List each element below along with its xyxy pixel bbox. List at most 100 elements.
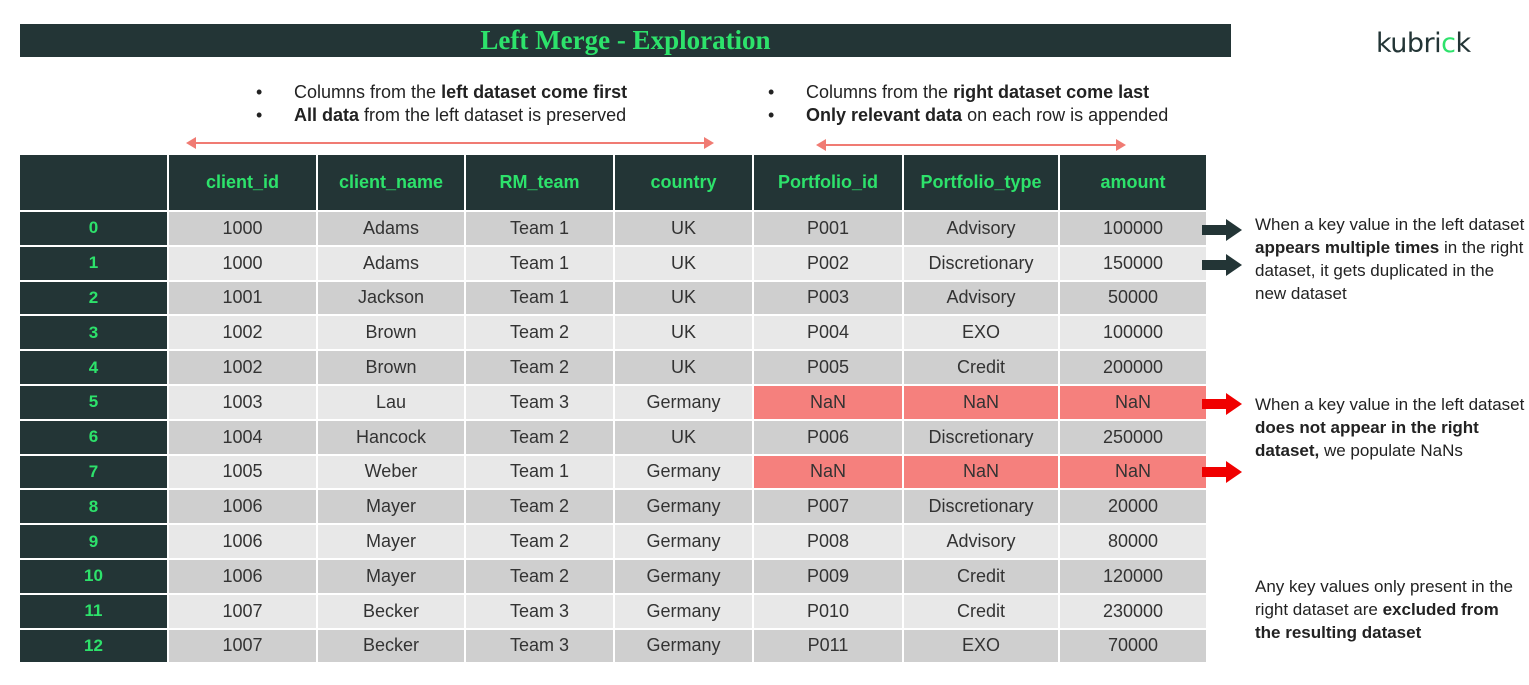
bullet-bold: right dataset come last [953, 82, 1150, 102]
table-cell: 1002 [169, 316, 316, 350]
row-index: 10 [20, 559, 167, 593]
bullet-text: Columns from the [806, 82, 954, 102]
table-cell: Team 2 [466, 525, 613, 558]
table-row: 1 1000 Adams Team 1 UK P002 Discretionary 15000… [20, 246, 1206, 280]
column-header: client_name [318, 155, 464, 210]
table-cell: 50000 [1060, 281, 1206, 315]
table-cell: Germany [615, 594, 752, 628]
bullet-item: Columns from the left dataset come first [256, 81, 627, 104]
table-cell: 100000 [1060, 212, 1206, 245]
table-cell: Advisory [904, 212, 1058, 245]
table-cell: EXO [904, 629, 1058, 663]
table-cell: 1007 [169, 629, 316, 663]
table-cell: P011 [754, 629, 902, 663]
table-cell: Discretionary [904, 490, 1058, 524]
note-bold: appears multiple times [1255, 238, 1440, 257]
table-cell: Lau [318, 385, 464, 419]
left-columns-span-arrow [186, 137, 714, 149]
table-cell: Mayer [318, 525, 464, 558]
table-cell: 1006 [169, 490, 316, 524]
table-cell: 1001 [169, 281, 316, 315]
table-row: 12 1007 Becker Team 3 Germany P011 EXO 70000 [20, 629, 1206, 663]
table-cell: 100000 [1060, 316, 1206, 350]
right-bullets: Columns from the right dataset come last… [768, 81, 1168, 127]
right-columns-span-arrow [816, 139, 1126, 151]
table-cell: UK [615, 281, 752, 315]
table-cell: Weber [318, 455, 464, 489]
logo-text-end: k [1455, 28, 1472, 59]
table-cell: UK [615, 420, 752, 454]
table-row: 5 1003 Lau Team 3 Germany NaN NaN NaN [20, 385, 1206, 419]
table-header-row: client_id client_name RM_team country Portfo… [20, 155, 1206, 210]
arrow-right-icon [1202, 219, 1242, 241]
table-cell: Brown [318, 316, 464, 350]
table-cell: Germany [615, 490, 752, 524]
table-cell: P001 [754, 212, 902, 245]
table-cell: Team 3 [466, 594, 613, 628]
table-cell: P006 [754, 420, 902, 454]
table-cell: UK [615, 212, 752, 245]
table-cell: Team 2 [466, 559, 613, 593]
column-header: Portfolio_id [754, 155, 902, 210]
row-index: 8 [20, 490, 167, 524]
table-cell: P002 [754, 246, 902, 280]
table-cell: Team 2 [466, 351, 613, 384]
table-cell: P004 [754, 316, 902, 350]
table-cell: Team 2 [466, 316, 613, 350]
note-nans: When a key value in the left dataset doe… [1255, 393, 1525, 462]
table-cell: 1006 [169, 525, 316, 558]
table-cell: 200000 [1060, 351, 1206, 384]
table-cell: Team 3 [466, 385, 613, 419]
index-header [20, 155, 167, 210]
row-index: 12 [20, 629, 167, 663]
nan-cell: NaN [904, 385, 1058, 419]
note-text: When a key value in the left dataset [1255, 215, 1525, 234]
row-index: 4 [20, 351, 167, 384]
table-cell: Credit [904, 559, 1058, 593]
table-cell: UK [615, 351, 752, 384]
table-cell: Germany [615, 559, 752, 593]
table-cell: Jackson [318, 281, 464, 315]
table-row: 3 1002 Brown Team 2 UK P004 EXO 100000 [20, 316, 1206, 350]
table-cell: 1000 [169, 246, 316, 280]
table-row: 9 1006 Mayer Team 2 Germany P008 Advisory 80000 [20, 525, 1206, 558]
table-row: 0 1000 Adams Team 1 UK P001 Advisory 100000 [20, 212, 1206, 245]
table-cell: Credit [904, 351, 1058, 384]
note-excluded: Any key values only present in the right… [1255, 575, 1525, 644]
row-index: 9 [20, 525, 167, 558]
merged-table: client_id client_name RM_team country Portfo… [18, 153, 1208, 664]
bullet-text: from the left dataset is preserved [359, 105, 627, 125]
table-cell: 70000 [1060, 629, 1206, 663]
table-cell: P009 [754, 559, 902, 593]
table-cell: Germany [615, 525, 752, 558]
bullet-bold: All data [294, 105, 360, 125]
note-text: in the right dataset, it gets duplicated… [1255, 238, 1524, 303]
note-text: When a key value in the left dataset [1255, 395, 1525, 414]
table-cell: Mayer [318, 490, 464, 524]
nan-cell: NaN [1060, 455, 1206, 489]
table-cell: 120000 [1060, 559, 1206, 593]
row-index: 5 [20, 385, 167, 419]
table-row: 10 1006 Mayer Team 2 Germany P009 Credit 120000 [20, 559, 1206, 593]
table-cell: P007 [754, 490, 902, 524]
table-cell: Team 1 [466, 455, 613, 489]
note-bold: does not appear in the right dataset, [1255, 418, 1479, 460]
table-cell: 1006 [169, 559, 316, 593]
bullet-bold: Only relevant data [806, 105, 963, 125]
bullet-item: Columns from the right dataset come last [768, 81, 1168, 104]
table-cell: 1000 [169, 212, 316, 245]
table-cell: Brown [318, 351, 464, 384]
table-cell: EXO [904, 316, 1058, 350]
table-cell: Advisory [904, 525, 1058, 558]
kubrick-logo: kubrick [1376, 28, 1471, 59]
table-cell: Discretionary [904, 420, 1058, 454]
table-cell: 20000 [1060, 490, 1206, 524]
table-cell: Credit [904, 594, 1058, 628]
table-cell: 150000 [1060, 246, 1206, 280]
column-header: country [615, 155, 752, 210]
table-cell: Team 1 [466, 246, 613, 280]
table-row: 6 1004 Hancock Team 2 UK P006 Discretionary 250… [20, 420, 1206, 454]
bullet-bold: left dataset come first [441, 82, 628, 102]
arrow-right-icon [1202, 254, 1242, 276]
table-cell: Mayer [318, 559, 464, 593]
